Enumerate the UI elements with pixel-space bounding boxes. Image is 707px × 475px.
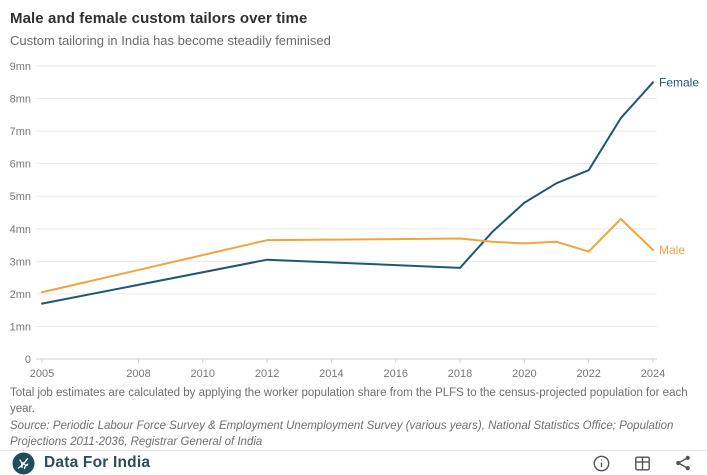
dfi-logo-icon [12,452,35,475]
page-subtitle: Custom tailoring in India has become ste… [10,33,331,48]
y-tick-label: 7mn [10,126,31,138]
toolbar-icons [591,453,693,473]
info-icon[interactable] [591,453,611,473]
dfi-logo[interactable]: Data For India [12,452,150,475]
x-tick-label: 2020 [512,368,536,380]
y-tick-label: 8mn [10,94,31,106]
y-tick-label: 4mn [10,224,31,236]
x-tick-label: 2008 [126,368,150,380]
chart-area: 0 1mn 2mn 3mn 4mn 5mn 6mn 7mn 8mn 9mn 2005 2008 2010… [0,50,707,385]
y-tick-label: 0 [25,354,31,366]
x-tick-label: 2016 [383,368,407,380]
x-tick-label: 2022 [576,368,600,380]
page-title: Male and female custom tailors over time [10,10,308,27]
brand-bar: Data For India [0,450,707,475]
table-icon[interactable] [632,453,652,473]
y-tick-label: 6mn [10,159,31,171]
share-icon[interactable] [673,453,693,473]
male-line[interactable] [41,218,654,294]
x-tick-label: 2014 [319,368,343,380]
chart-header: Male and female custom tailors over time… [0,0,707,48]
y-tick-label: 2mn [10,289,31,301]
male-series-label: Male [659,243,685,257]
brand-name: Data For India [44,454,151,472]
female-series-label: Female [659,75,699,89]
chart-footnote: Total job estimates are calculated by ap… [10,387,688,416]
x-tick-label: 2024 [641,368,665,380]
female-line[interactable] [41,81,654,305]
y-tick-label: 1mn [10,321,31,333]
y-tick-label: 5mn [10,191,31,203]
chart-source: Source: Periodic Labour Force Survey & E… [10,420,674,449]
x-tick-label: 2005 [30,368,54,380]
y-tick-label: 9mn [10,61,31,73]
x-tick-label: 2018 [448,368,472,380]
x-tick-label: 2012 [255,368,279,380]
footnotes: Total job estimates are calculated by ap… [0,385,707,450]
x-tick-label: 2010 [191,368,215,380]
line-chart[interactable]: 0 1mn 2mn 3mn 4mn 5mn 6mn 7mn 8mn 9mn 2005 2008 2010… [0,50,707,385]
y-tick-label: 3mn [10,256,31,268]
